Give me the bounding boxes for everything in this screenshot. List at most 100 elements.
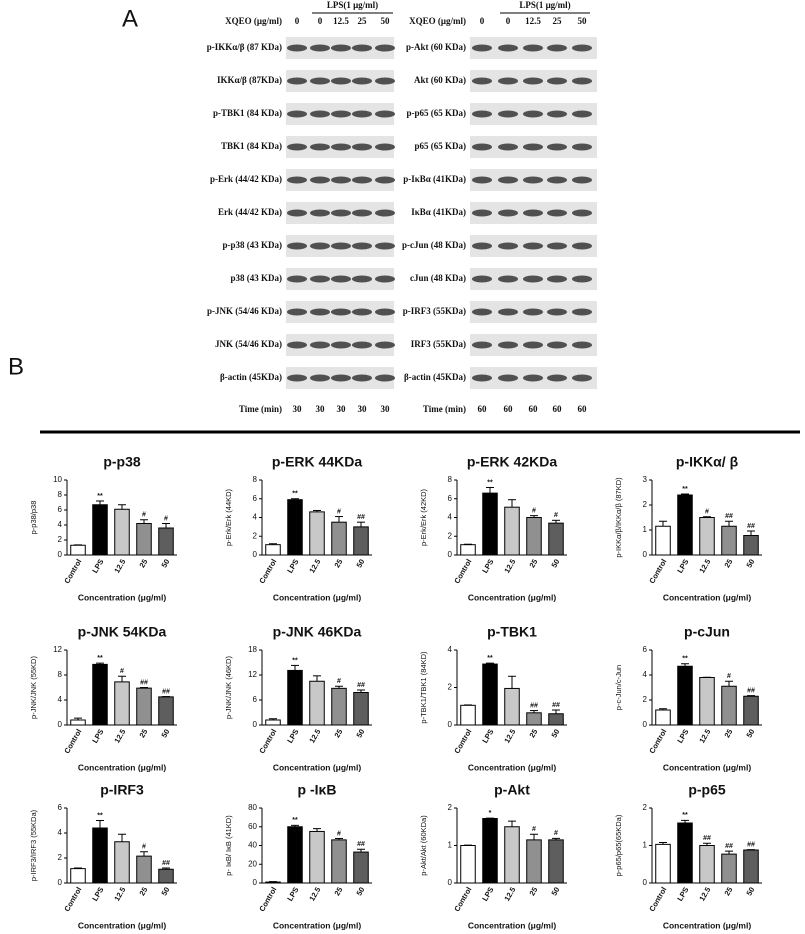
blot-band xyxy=(523,143,543,151)
protein-label: p-IκBα (41KDa) xyxy=(403,174,466,184)
y-tick-label: 60 xyxy=(248,822,257,831)
significance: ## xyxy=(747,841,755,848)
x-tick-label: Control xyxy=(647,557,668,585)
panel-label: A xyxy=(122,5,138,32)
y-tick-label: 2 xyxy=(643,500,648,509)
bar xyxy=(136,855,152,884)
y-axis-label: p-p65/p65(65KDa) xyxy=(614,814,623,876)
blot-band xyxy=(572,143,592,151)
blot-band xyxy=(547,374,567,382)
blot-band xyxy=(472,308,492,316)
blot-band xyxy=(310,77,330,85)
x-tick-label: Control xyxy=(452,557,473,585)
y-tick-label: 12 xyxy=(53,645,62,654)
x-tick-label: 12.5 xyxy=(502,727,517,744)
blot-band xyxy=(498,176,518,184)
blot-band xyxy=(523,341,543,349)
blot-band xyxy=(331,374,351,382)
blot-band xyxy=(523,308,543,316)
significance: ** xyxy=(97,655,103,662)
blot-band xyxy=(498,341,518,349)
x-tick-label: 12.5 xyxy=(307,727,322,744)
x-tick-label: LPS xyxy=(675,727,690,744)
bar xyxy=(136,523,152,556)
x-tick-label: LPS xyxy=(480,727,495,744)
blot-band xyxy=(523,374,543,382)
blot-band xyxy=(498,110,518,118)
x-tick-label: Control xyxy=(62,727,83,755)
blot-band xyxy=(547,341,567,349)
blot-band xyxy=(375,143,395,151)
blot-band xyxy=(331,209,351,217)
blot-band xyxy=(472,110,492,118)
bar xyxy=(743,849,759,884)
significance: * xyxy=(489,810,492,817)
y-tick-label: 2 xyxy=(58,853,63,862)
blot-band xyxy=(310,143,330,151)
blot-band xyxy=(498,374,518,382)
time-label: Time (min) xyxy=(239,404,282,414)
protein-label: cJun (48 KDa) xyxy=(410,273,466,283)
bar xyxy=(699,845,715,884)
blot-band xyxy=(310,275,330,283)
blot-band xyxy=(375,374,395,382)
y-tick-label: 4 xyxy=(58,828,63,837)
blot-band xyxy=(352,242,372,250)
blot-band xyxy=(572,209,592,217)
significance: ## xyxy=(162,860,170,867)
protein-label: β-actin (45KDa) xyxy=(404,372,466,382)
x-tick-label: 50 xyxy=(744,727,756,739)
bar xyxy=(743,695,759,726)
blot-band xyxy=(352,176,372,184)
x-tick-label: 12.5 xyxy=(697,885,712,902)
blot-band xyxy=(523,176,543,184)
dose-label: 0 xyxy=(295,16,300,26)
dose-label: 25 xyxy=(358,16,368,26)
blot-band xyxy=(310,341,330,349)
x-tick-label: 25 xyxy=(527,557,539,569)
y-tick-label: 6 xyxy=(253,494,258,503)
significance: ** xyxy=(97,493,103,500)
x-tick-label: LPS xyxy=(285,885,300,902)
protein-label: Akt (60 KDa) xyxy=(414,75,466,85)
chart-title: p-p65 xyxy=(688,782,726,798)
y-tick-label: 8 xyxy=(448,475,453,484)
y-axis-label: p- IκB/ IκB (41KD) xyxy=(224,815,233,876)
blot-band xyxy=(352,110,372,118)
time-value: 60 xyxy=(478,404,488,414)
y-tick-label: 8 xyxy=(253,475,258,484)
bar xyxy=(158,696,174,726)
x-tick-label: 25 xyxy=(722,557,734,569)
x-axis-label: Concentration (μg/ml) xyxy=(663,592,751,602)
x-tick-label: LPS xyxy=(675,885,690,902)
bar xyxy=(482,663,498,726)
bar xyxy=(548,713,564,726)
chart-title: p-cJun xyxy=(684,624,730,640)
treatment-label: XQEO (μg/ml) xyxy=(409,16,466,26)
blot-band xyxy=(352,374,372,382)
y-tick-label: 2 xyxy=(643,695,648,704)
significance: ** xyxy=(487,479,493,486)
bar xyxy=(699,677,715,726)
significance: ## xyxy=(357,841,365,848)
significance: # xyxy=(727,673,731,680)
blot-band xyxy=(331,275,351,283)
blot-band xyxy=(375,110,395,118)
bar xyxy=(548,839,564,884)
x-tick-label: 12.5 xyxy=(502,557,517,574)
bar xyxy=(353,692,369,726)
bar xyxy=(92,827,108,884)
bar xyxy=(526,712,542,726)
y-tick-label: 4 xyxy=(58,520,63,529)
y-tick-label: 0 xyxy=(58,720,63,729)
blot-band xyxy=(375,275,395,283)
dose-label: 12.5 xyxy=(525,16,541,26)
protein-label: p-JNK (54/46 KDa) xyxy=(207,306,282,316)
x-tick-label: LPS xyxy=(480,885,495,902)
bar xyxy=(92,504,108,556)
x-tick-label: 25 xyxy=(137,727,149,739)
y-tick-label: 0 xyxy=(643,878,648,887)
y-tick-label: 12 xyxy=(248,670,257,679)
blot-band xyxy=(523,44,543,52)
blot-band xyxy=(523,242,543,250)
